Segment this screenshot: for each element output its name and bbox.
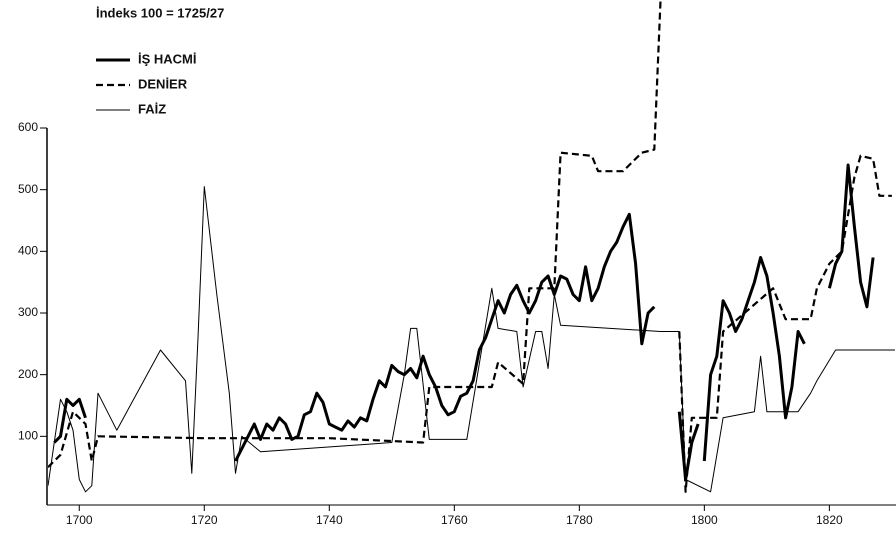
y-tick-label: 500	[18, 182, 38, 196]
legend-label: DENİER	[138, 76, 188, 91]
x-tick-label: 1700	[66, 513, 93, 527]
series-line	[678, 154, 892, 493]
legend-label: İŞ HACMİ	[138, 51, 197, 66]
y-tick-label: 300	[18, 305, 38, 319]
chart-subtitle: İndeks 100 = 1725/27	[96, 5, 224, 20]
x-tick-label: 1760	[441, 513, 468, 527]
series-line	[234, 212, 656, 462]
y-tick-label: 100	[18, 429, 38, 443]
series-line	[48, 186, 895, 493]
series-line	[53, 397, 87, 444]
x-tick-label: 1800	[691, 513, 718, 527]
y-tick-label: 600	[18, 120, 38, 134]
plot	[48, 0, 895, 493]
y-tick-label: 200	[18, 367, 38, 381]
y-tick-label: 400	[18, 244, 38, 258]
x-tick-label: 1820	[816, 513, 843, 527]
series-line	[827, 163, 875, 309]
legend-label: FAİZ	[138, 101, 166, 116]
x-tick-label: 1720	[191, 513, 218, 527]
series-line	[702, 256, 806, 462]
series-line	[48, 0, 662, 468]
x-tick-label: 1740	[316, 513, 343, 527]
x-tick-label: 1780	[566, 513, 593, 527]
